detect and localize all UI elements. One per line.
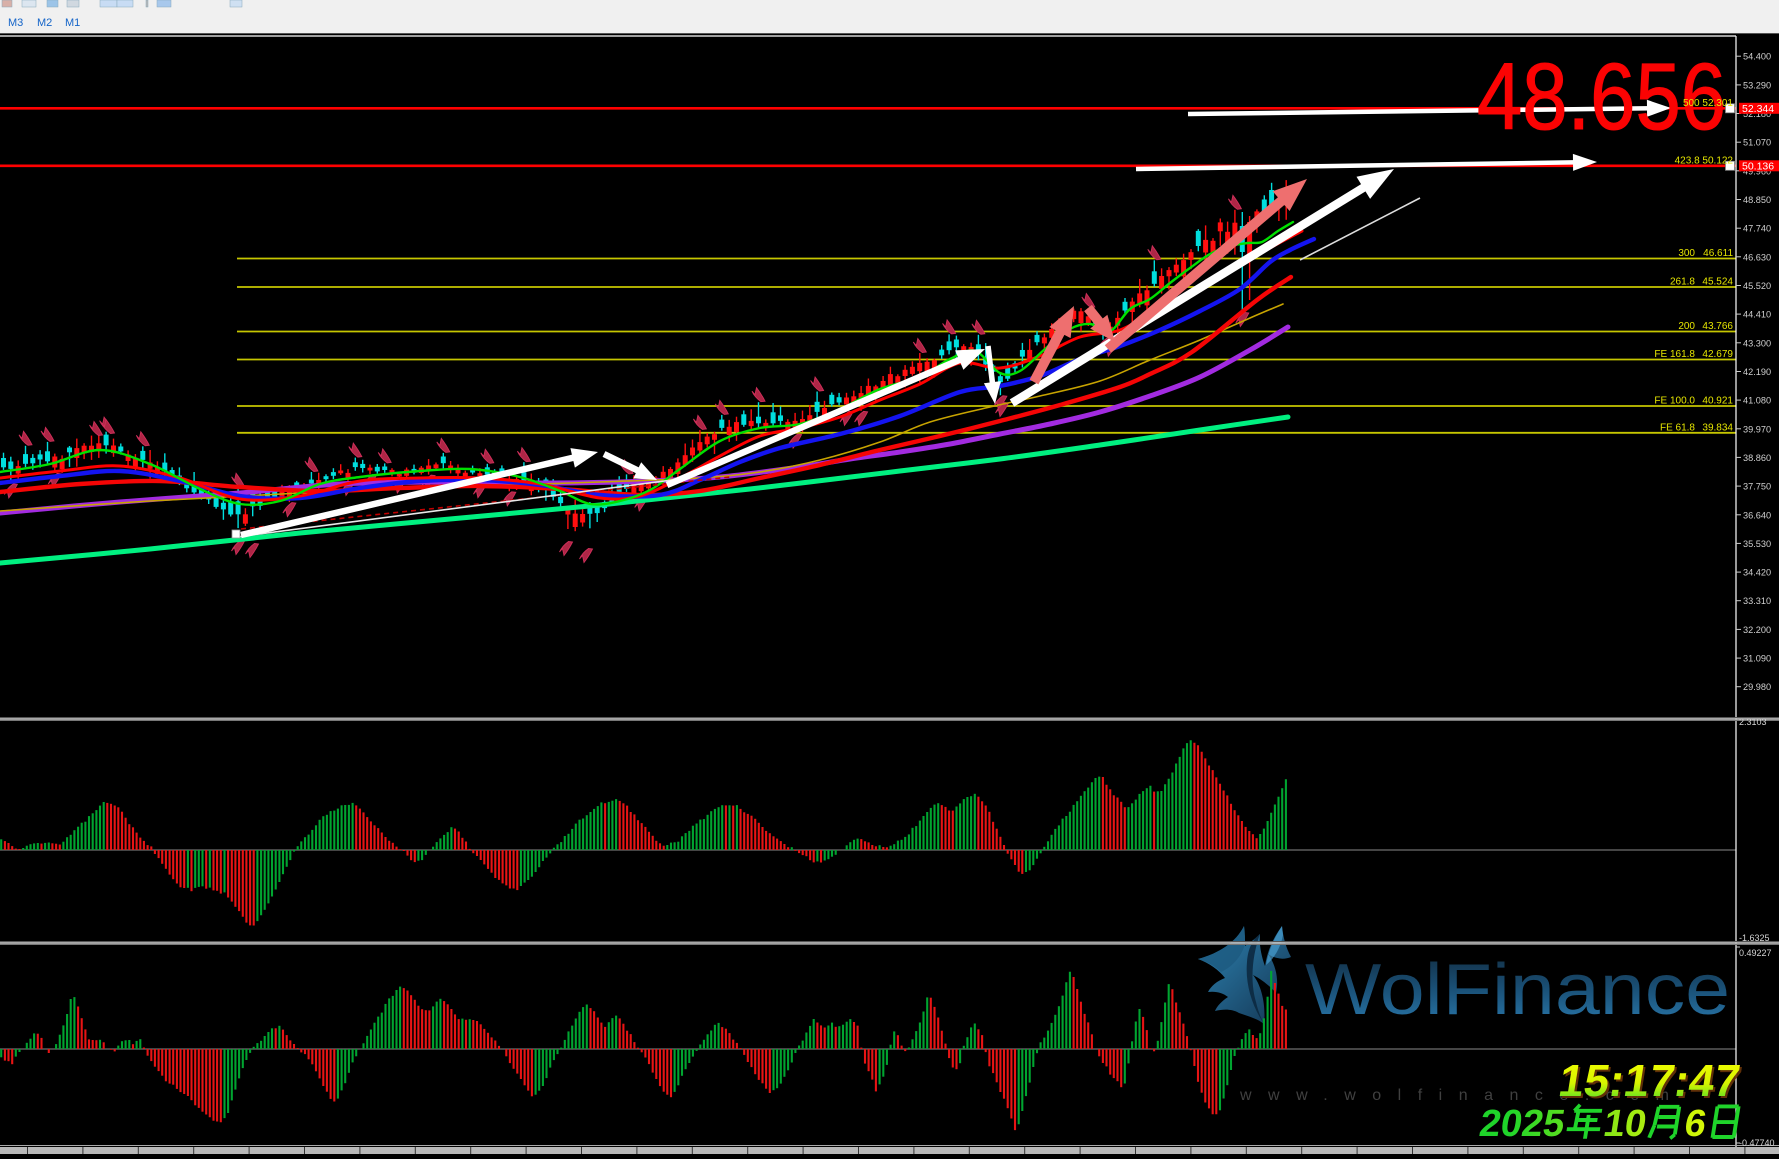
svg-text:52.344: 52.344	[1742, 103, 1774, 115]
svg-text:29.980: 29.980	[1743, 682, 1771, 692]
svg-text:261.8: 261.8	[1670, 277, 1695, 288]
svg-text:39.834: 39.834	[1702, 422, 1733, 433]
svg-text:15:17:47: 15:17:47	[1557, 1057, 1745, 1108]
svg-text:46.611: 46.611	[1703, 248, 1733, 259]
svg-text:15:17:47: 15:17:47	[1555, 1055, 1743, 1106]
svg-text:2.3103: 2.3103	[1739, 717, 1767, 727]
svg-text:46.630: 46.630	[1743, 252, 1771, 262]
svg-text:39.970: 39.970	[1743, 424, 1771, 434]
svg-text:500 52.301: 500 52.301	[1683, 98, 1733, 109]
svg-text:FE 100.0: FE 100.0	[1654, 396, 1695, 407]
svg-text:-0.47740: -0.47740	[1739, 1138, 1775, 1148]
svg-text:37.750: 37.750	[1743, 482, 1771, 492]
svg-text:45.524: 45.524	[1702, 277, 1733, 288]
svg-text:38.860: 38.860	[1743, 453, 1771, 463]
svg-text:45.520: 45.520	[1743, 281, 1771, 291]
svg-text:WolFinance: WolFinance	[1305, 950, 1730, 1030]
svg-text:43.766: 43.766	[1702, 321, 1733, 332]
svg-text:43.300: 43.300	[1743, 338, 1771, 348]
svg-text:M3: M3	[8, 17, 23, 29]
svg-text:M1: M1	[65, 17, 80, 29]
svg-text:31.090: 31.090	[1743, 654, 1771, 664]
svg-text:35.530: 35.530	[1743, 539, 1771, 549]
svg-text:M2: M2	[37, 17, 52, 29]
svg-text:44.410: 44.410	[1743, 310, 1771, 320]
svg-text:-1.6325: -1.6325	[1739, 933, 1770, 943]
svg-text:36.640: 36.640	[1743, 510, 1771, 520]
svg-text:200: 200	[1678, 321, 1695, 332]
svg-text:2025: 2025	[1477, 1102, 1568, 1145]
svg-text:42.679: 42.679	[1702, 349, 1733, 360]
svg-text:33.310: 33.310	[1743, 596, 1771, 606]
svg-text:48.656: 48.656	[1477, 44, 1726, 150]
svg-text:www.wolfinance.com: www.wolfinance.com	[1239, 1087, 1686, 1104]
svg-text:10: 10	[1601, 1102, 1650, 1145]
svg-text:47.740: 47.740	[1743, 224, 1771, 234]
svg-text:42.190: 42.190	[1743, 367, 1771, 377]
svg-text:34.420: 34.420	[1743, 568, 1771, 578]
svg-text:48.850: 48.850	[1743, 195, 1771, 205]
svg-text:41.080: 41.080	[1743, 396, 1771, 406]
svg-text:0.49227: 0.49227	[1739, 948, 1772, 958]
svg-text:53.290: 53.290	[1743, 80, 1771, 90]
svg-text:32.200: 32.200	[1743, 625, 1771, 635]
svg-text:52.180: 52.180	[1743, 109, 1771, 119]
svg-text:FE 61.8: FE 61.8	[1660, 422, 1695, 433]
svg-text:40.921: 40.921	[1702, 396, 1733, 407]
svg-text:54.400: 54.400	[1743, 52, 1771, 62]
svg-text:51.070: 51.070	[1743, 138, 1771, 148]
svg-text:300: 300	[1678, 248, 1695, 259]
svg-text:FE 161.8: FE 161.8	[1654, 349, 1695, 360]
svg-text:423.8 50.122: 423.8 50.122	[1675, 156, 1734, 167]
svg-text:50.136: 50.136	[1742, 161, 1774, 173]
